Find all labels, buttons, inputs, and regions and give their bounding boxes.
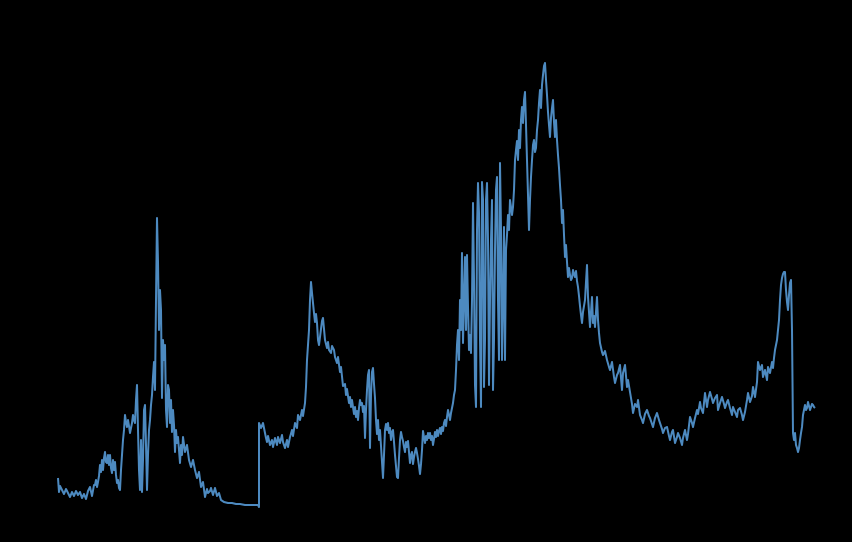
data-series-line bbox=[57, 62, 816, 508]
